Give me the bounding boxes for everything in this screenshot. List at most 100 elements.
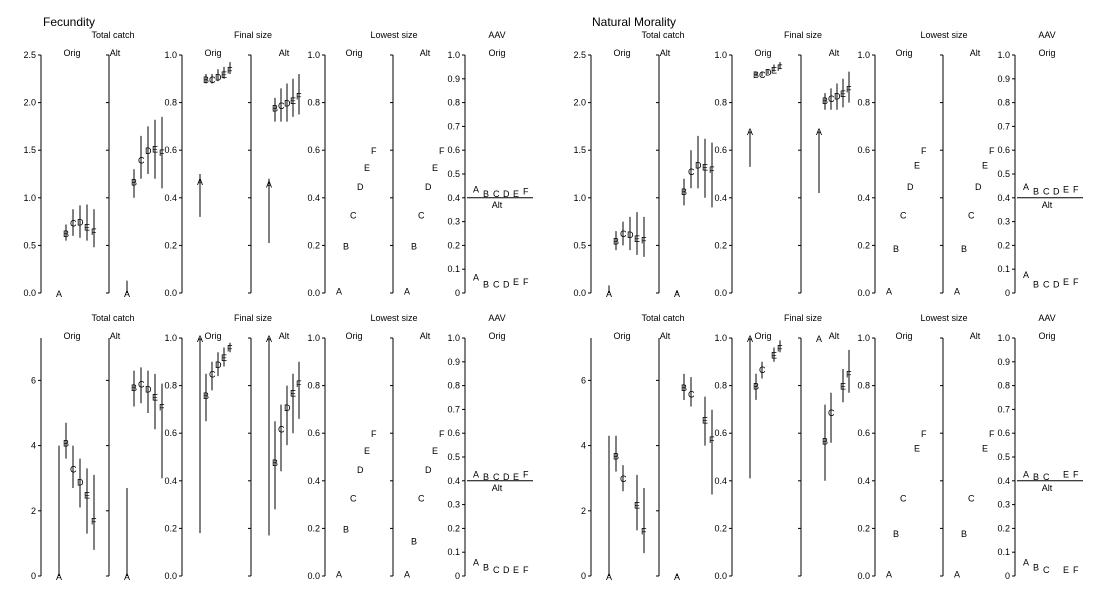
y-tick-label: 0.9 (447, 357, 460, 367)
y-tick-label: 0.6 (164, 428, 177, 438)
point-F: F (439, 429, 445, 439)
point-E: E (432, 163, 438, 173)
point-D: D (1053, 187, 1060, 197)
y-tick-label: 0.6 (307, 145, 320, 155)
point-C: C (70, 464, 77, 474)
point-A: A (747, 334, 753, 344)
point-E: E (634, 234, 640, 244)
panel-lowest-size-alt: A B C DEF (390, 54, 445, 297)
panel-label-orig: Orig (754, 48, 771, 58)
y-tick-label: 0.6 (307, 428, 320, 438)
point-E: E (513, 472, 519, 482)
panel-label-alt: Alt (829, 331, 840, 341)
y-tick-label: 0.2 (714, 240, 727, 250)
point-B: B (63, 438, 69, 448)
y-tick-label: 2.5 (23, 50, 36, 60)
point-D: D (145, 385, 152, 395)
column-title: Final size (784, 313, 822, 323)
point-A: A (56, 289, 62, 299)
column-title: Lowest size (370, 313, 417, 323)
y-tick-label: 0.2 (307, 240, 320, 250)
point-F: F (989, 429, 995, 439)
point-E: E (432, 446, 438, 456)
y-tick-label: 1.0 (714, 50, 727, 60)
point-A: A (197, 334, 203, 344)
column-title: Final size (234, 313, 272, 323)
point-F: F (523, 470, 529, 480)
point-A: A (336, 570, 342, 580)
y-tick-label: 0.9 (997, 357, 1010, 367)
point-C: C (138, 156, 145, 166)
point-D: D (1053, 279, 1060, 289)
point-E: E (702, 162, 708, 172)
point-B: B (681, 383, 687, 393)
point-A: A (1023, 558, 1029, 568)
point-C: C (70, 219, 77, 229)
point-F: F (641, 526, 647, 536)
panel-final-size-alt: A B C EF (798, 334, 852, 577)
y-tick-label: 0.6 (857, 428, 870, 438)
point-B: B (961, 244, 967, 254)
y-tick-label: 0.0 (23, 288, 36, 298)
point-D: D (907, 182, 914, 192)
point-D: D (425, 182, 432, 192)
y-tick-label: 0.6 (997, 145, 1010, 155)
point-A: A (473, 184, 479, 194)
y-tick-label: 0.0 (857, 288, 870, 298)
point-C: C (620, 474, 627, 484)
y-tick-label: 0.8 (714, 381, 727, 391)
point-C: C (828, 408, 835, 418)
panel-label-alt: Alt (279, 48, 290, 58)
point-C: C (900, 493, 907, 503)
y-tick-label: 0.5 (573, 240, 586, 250)
column-title: AAV (1038, 30, 1055, 40)
point-B: B (343, 524, 349, 534)
point-E: E (290, 96, 296, 106)
column-title: Total catch (91, 313, 134, 323)
point-F: F (989, 146, 995, 156)
y-tick-label: 0.4 (164, 193, 177, 203)
point-D: D (503, 565, 510, 575)
y-tick-label: 0.4 (714, 476, 727, 486)
point-C: C (968, 210, 975, 220)
point-A: A (954, 287, 960, 297)
y-tick-label: 0.5 (997, 169, 1010, 179)
point-F: F (1073, 565, 1079, 575)
point-F: F (159, 148, 165, 158)
y-tick-label: 0.4 (857, 193, 870, 203)
point-E: E (290, 389, 296, 399)
point-B: B (483, 189, 489, 199)
y-tick-label: 2.5 (573, 50, 586, 60)
y-tick-label: 4 (31, 441, 36, 451)
point-C: C (278, 101, 285, 111)
point-E: E (1063, 470, 1069, 480)
point-A: A (197, 177, 203, 187)
y-tick-label: 0.1 (997, 547, 1010, 557)
point-B: B (272, 103, 278, 113)
column-title: Lowest size (370, 30, 417, 40)
y-tick-label: 0.6 (447, 428, 460, 438)
y-tick-label: 1.0 (23, 193, 36, 203)
point-B: B (483, 562, 489, 572)
y-tick-label: 0 (1005, 571, 1010, 581)
panel-total-catch-alt: A BC EF (656, 338, 715, 582)
panel-lowest-size-orig: 0.0 0.2 0.4 0.6 0.8 1.0 A B C DEF (307, 50, 377, 298)
point-C: C (828, 94, 835, 104)
panel-label-orig: Orig (1038, 331, 1055, 341)
y-tick-label: 0.4 (307, 476, 320, 486)
y-tick-label: 0.7 (447, 404, 460, 414)
y-tick-label: 0.0 (714, 571, 727, 581)
y-tick-label: 2.0 (23, 98, 36, 108)
column-title: Final size (234, 30, 272, 40)
point-A: A (473, 470, 479, 480)
y-tick-label: 0.6 (447, 145, 460, 155)
y-tick-label: 6 (31, 375, 36, 385)
panel-label-alt: Alt (279, 331, 290, 341)
y-tick-label: 1.0 (307, 50, 320, 60)
y-tick-label: 1.0 (997, 50, 1010, 60)
panel-label-alt: Alt (420, 48, 431, 58)
point-B: B (1033, 187, 1039, 197)
